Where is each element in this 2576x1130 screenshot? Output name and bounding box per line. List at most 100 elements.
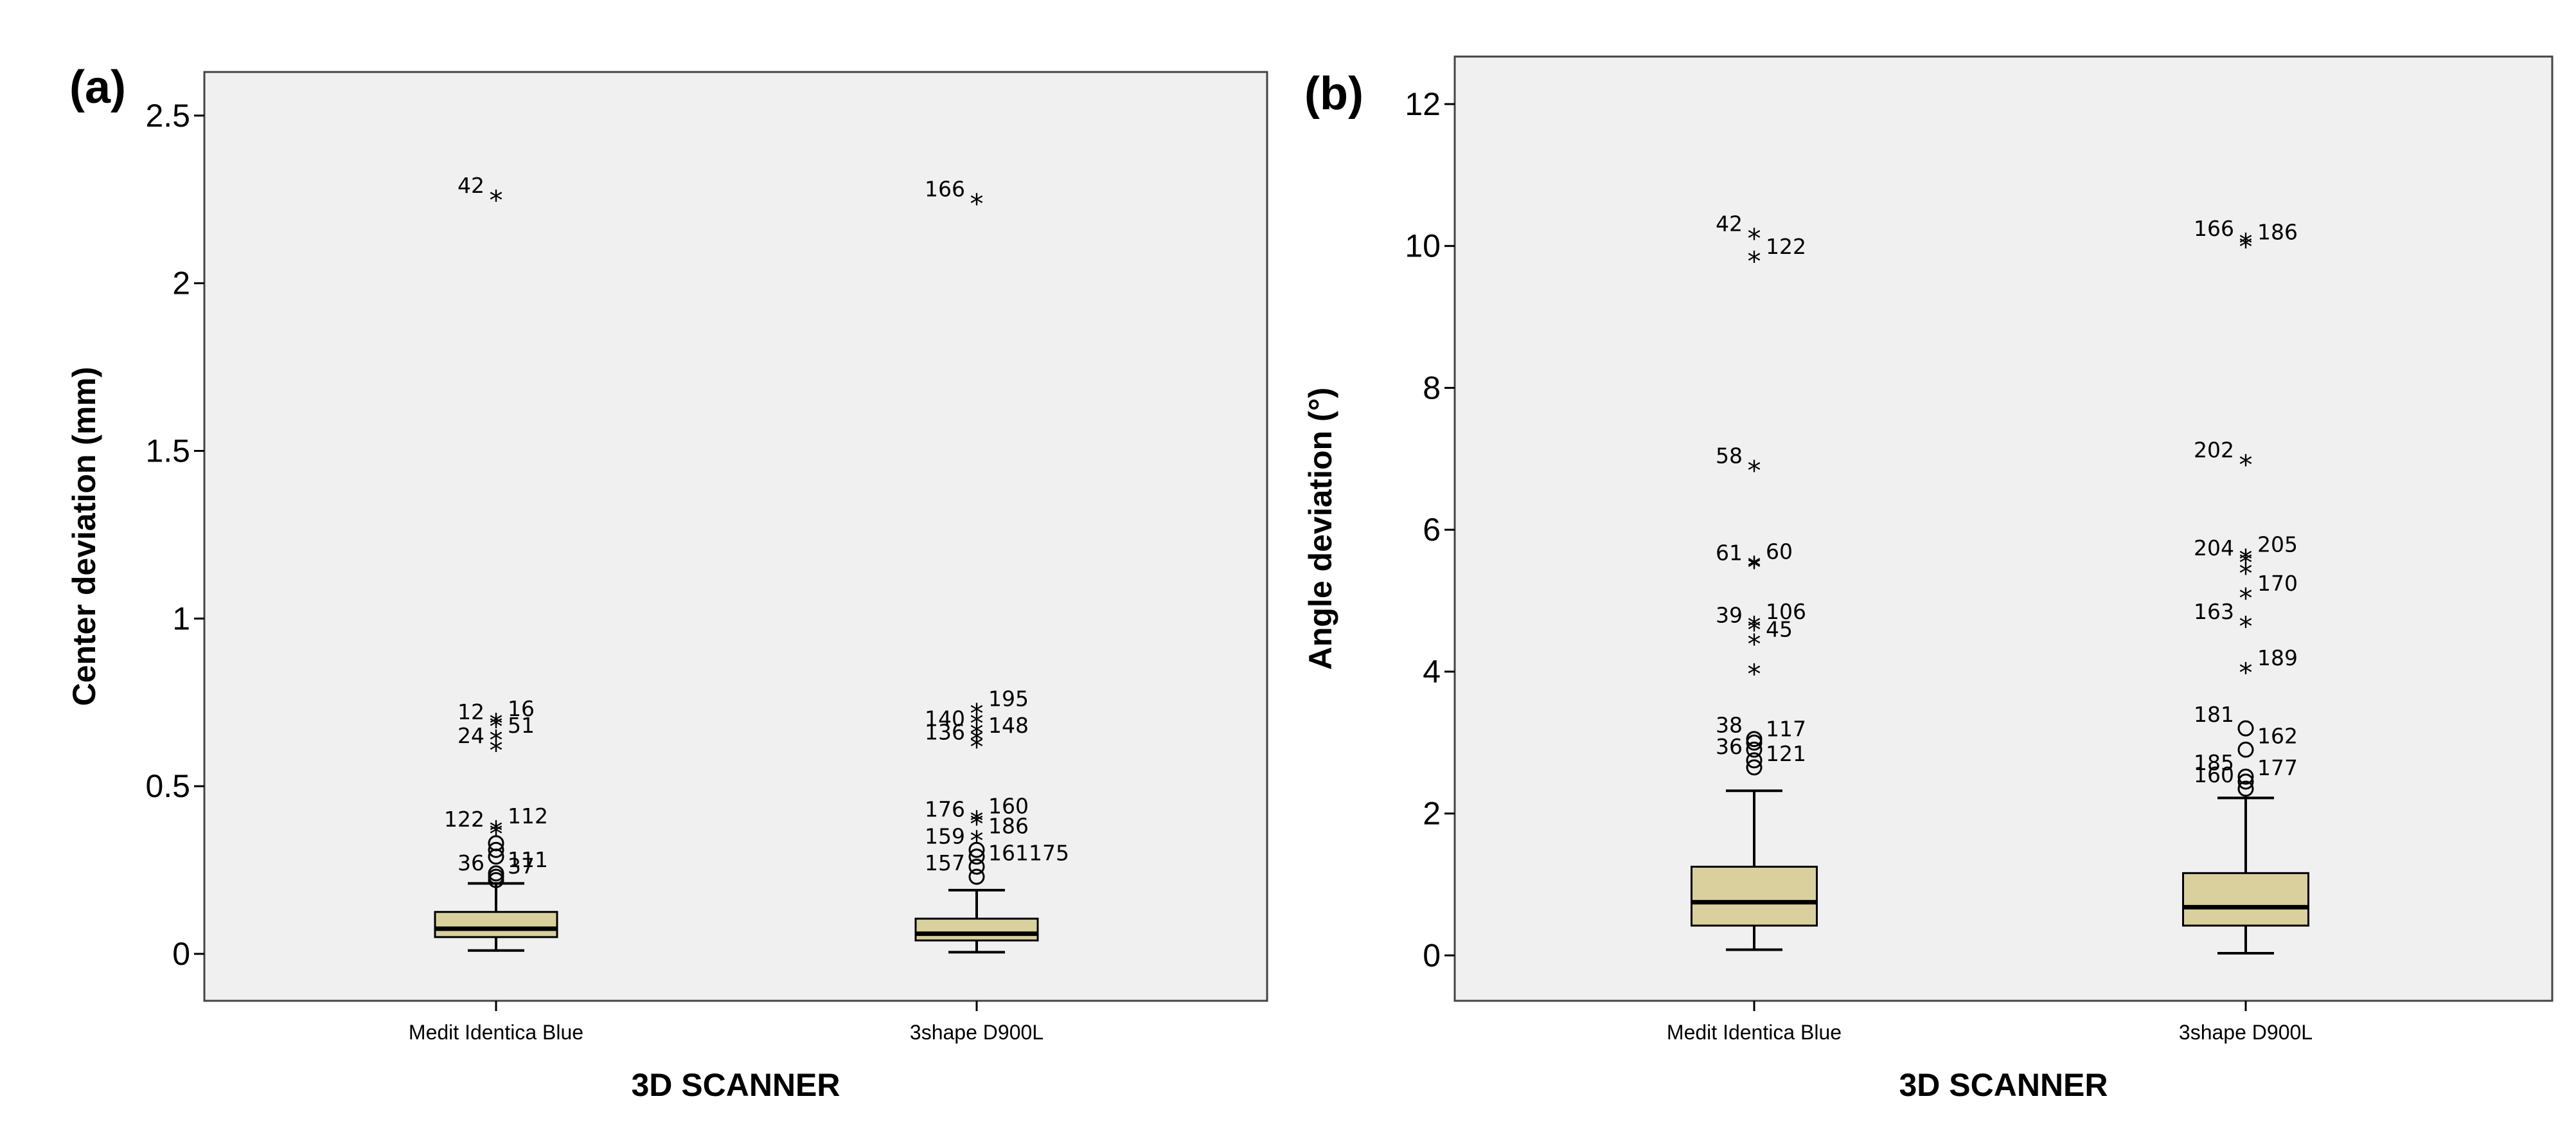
outlier-label: 24 xyxy=(457,723,484,748)
outlier-label: 163 xyxy=(2194,599,2234,624)
outlier-star: * xyxy=(1748,614,1761,646)
outlier-label: 205 xyxy=(2257,532,2298,557)
outlier-star: * xyxy=(970,809,984,840)
outlier-star: * xyxy=(2239,547,2253,578)
outlier-star: * xyxy=(1748,550,1761,582)
outlier-label: 42 xyxy=(457,173,484,198)
outlier-circle xyxy=(488,872,504,888)
outlier-label: 121 xyxy=(1766,741,1806,766)
outlier-circle xyxy=(1746,759,1763,776)
chart-panel-b: (b) 0 2 4 6 8 10 12 Angle deviation (°) 3D SCANNE… xyxy=(1302,55,2554,1103)
outlier-label: 111 xyxy=(508,847,548,872)
outlier-star: * xyxy=(2239,611,2253,642)
outlier-circle xyxy=(2237,768,2254,785)
outlier-star: * xyxy=(970,708,984,739)
outlier-star: * xyxy=(970,731,984,763)
y-tick-label: 12 xyxy=(1405,86,1441,122)
y-tick-label: 0 xyxy=(172,936,190,972)
outlier-star: * xyxy=(2239,657,2253,688)
y-axis-title: Center deviation (mm) xyxy=(66,367,102,706)
outlier-circle xyxy=(968,868,985,885)
category-label: Medit Identica Blue xyxy=(1667,1021,1842,1044)
iqr-box xyxy=(1691,865,1818,927)
outlier-label: 61 xyxy=(1716,541,1743,566)
outlier-label: 186 xyxy=(2257,220,2298,245)
outlier-label: 148 xyxy=(988,713,1029,738)
outlier-label: 159 xyxy=(925,823,965,848)
outlier-star: * xyxy=(490,818,503,850)
outlier-label: 189 xyxy=(2257,645,2298,670)
outlier-label: 39 xyxy=(1716,603,1743,628)
outlier-label: 38 xyxy=(1716,713,1743,738)
outlier-star: * xyxy=(490,815,503,847)
outlier-circle xyxy=(968,858,985,875)
plot-area xyxy=(203,71,1268,1002)
outlier-star: * xyxy=(1748,454,1761,486)
category-label: Medit Identica Blue xyxy=(409,1021,583,1044)
outlier-star: * xyxy=(1748,246,1761,277)
y-axis-title: Angle deviation (°) xyxy=(1302,388,1338,670)
chart-panel-a: (a) 0 0.5 1 1.5 2 2.5 Center deviation (mm) 3D S… xyxy=(66,62,1268,1103)
category-label: 3shape D900L xyxy=(2179,1021,2313,1044)
iqr-box xyxy=(434,911,558,938)
outlier-label: 161175 xyxy=(988,840,1069,865)
outlier-label: 112 xyxy=(508,803,548,829)
plot-area xyxy=(1453,55,2554,1002)
outlier-label: 106 xyxy=(1766,599,1806,624)
outlier-star: * xyxy=(2239,582,2253,614)
outlier-label: 176 xyxy=(925,797,965,822)
y-tick-label: 0.5 xyxy=(145,768,190,804)
y-tick-label: 4 xyxy=(1423,654,1441,690)
outlier-label: 204 xyxy=(2194,535,2234,561)
x-axis-title: 3D SCANNER xyxy=(631,1067,840,1103)
outlier-star: * xyxy=(490,711,503,742)
y-tick-label: 10 xyxy=(1405,228,1441,264)
outlier-label: 160 xyxy=(988,793,1029,818)
outlier-label: 58 xyxy=(1716,443,1743,468)
iqr-box xyxy=(2182,872,2309,927)
outlier-label: 166 xyxy=(925,176,965,201)
outlier-star: * xyxy=(490,724,503,756)
outlier-circle xyxy=(2237,720,2254,737)
outlier-label: 60 xyxy=(1766,539,1793,564)
outlier-star: * xyxy=(1748,552,1761,584)
outlier-circle xyxy=(968,848,985,865)
outlier-circle xyxy=(488,848,504,865)
outlier-star: * xyxy=(2239,231,2253,263)
outlier-star: * xyxy=(2239,228,2253,259)
outlier-circle xyxy=(1746,741,1763,758)
outlier-label: 122 xyxy=(444,807,484,832)
outlier-star: * xyxy=(490,708,503,739)
category-label: 3shape D900L xyxy=(910,1021,1044,1044)
outlier-label: 136 xyxy=(925,720,965,745)
outlier-circle xyxy=(488,841,504,858)
outlier-circle xyxy=(2237,741,2254,758)
outlier-label: 195 xyxy=(988,686,1029,711)
outlier-star: * xyxy=(970,825,984,857)
outlier-label: 12 xyxy=(457,699,484,724)
outlier-star: * xyxy=(490,184,503,216)
y-tick-label: 1 xyxy=(172,600,190,636)
y-tick-label: 8 xyxy=(1423,370,1441,406)
outlier-star: * xyxy=(1748,629,1761,660)
outlier-label: 36 xyxy=(1716,734,1743,759)
outlier-label: 166 xyxy=(2194,216,2234,241)
box-group: *166* 195**140* 148*136* 160*176* 1861591611… xyxy=(914,176,1069,954)
outlier-label: 177 xyxy=(2257,755,2298,780)
outlier-label: 117 xyxy=(1766,716,1806,741)
y-tick-label: 2 xyxy=(172,265,190,301)
outlier-circle xyxy=(1746,752,1763,769)
outlier-star: * xyxy=(970,697,984,729)
outlier-label: 42 xyxy=(1716,211,1743,236)
outlier-label: 16 xyxy=(508,696,535,721)
box-group: *166* 186*202* 205*204** 170*163* 1891811621… xyxy=(2182,216,2309,955)
outlier-label: 36 xyxy=(457,850,484,875)
y-tick-label: 0 xyxy=(1423,937,1441,973)
panel-label: (a) xyxy=(69,62,126,113)
iqr-box xyxy=(914,917,1039,942)
outlier-label: 162 xyxy=(2257,723,2298,748)
outlier-label: 140 xyxy=(925,706,965,731)
outlier-label: 157 xyxy=(925,850,965,875)
